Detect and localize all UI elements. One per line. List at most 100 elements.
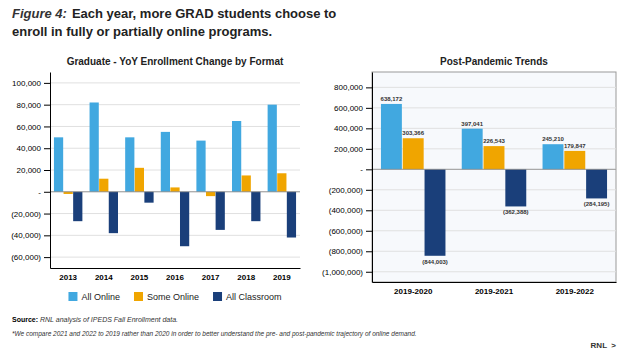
bar (287, 192, 296, 238)
x-tick-label: 2019-2021 (475, 287, 514, 296)
bar (73, 192, 82, 221)
bars (381, 104, 607, 256)
legend-label: All Online (81, 292, 120, 302)
y-tick-label: (600,000) (329, 227, 364, 236)
legend-label: All Classroom (226, 292, 282, 302)
grid-line (372, 271, 616, 272)
x-tick: 2019-2020 (394, 282, 433, 296)
grid-line (50, 170, 300, 171)
legend-label: Some Online (147, 292, 199, 302)
figure-title-prefix: Figure 4: (12, 6, 67, 21)
y-tick-label: 80,000 (17, 101, 42, 110)
bar (109, 192, 118, 233)
bar (543, 144, 564, 169)
y-tick-label: 60,000 (17, 123, 42, 132)
source: Source: RNL analysis of IPEDS Fall Enrol… (12, 316, 178, 324)
y-tick: (1,000,000) (322, 268, 372, 277)
x-tick-label: 2015 (130, 273, 148, 282)
bar (170, 187, 179, 191)
grid-line (50, 257, 300, 258)
chart-title: Graduate - YoY Enrollment Change by Form… (67, 56, 284, 67)
x-tick: 2019 (273, 268, 291, 282)
y-tick: (200,000) (329, 186, 372, 195)
legend-swatch (134, 292, 143, 301)
y-tick-label: 20,000 (17, 166, 42, 175)
y-tick-mark (366, 108, 372, 109)
data-label: 397,041 (461, 121, 483, 127)
y-tick: 100,000 (12, 79, 50, 88)
x-tick-label: 2017 (202, 273, 220, 282)
grid-line (372, 230, 616, 231)
bar (90, 102, 99, 191)
x-tick-label: 2014 (95, 273, 113, 282)
x-axis: 2019-2020 2019-2021 2019-2022 (373, 282, 617, 296)
y-tick-label: (200,000) (329, 186, 364, 195)
y-tick-label: - (38, 188, 41, 197)
y-tick-label: (800,000) (329, 247, 364, 256)
zero-line (50, 191, 300, 192)
figure-title: enroll in fully or partially online prog… (12, 24, 272, 39)
bar (242, 175, 251, 191)
y-tick: 800,000 (334, 83, 372, 92)
data-label: 179,847 (564, 143, 586, 149)
series (403, 138, 586, 169)
x-tick-label: 2019 (273, 273, 291, 282)
y-tick-label: 40,000 (17, 144, 42, 153)
x-tick-label: 2019-2020 (394, 287, 433, 296)
grid-line (50, 235, 300, 236)
source-text: RNL analysis of IPEDS Fall Enrollment da… (38, 316, 178, 324)
y-tick: (800,000) (329, 247, 372, 256)
bar (125, 137, 134, 191)
source-label: Source: (12, 316, 38, 323)
series (381, 104, 564, 169)
x-tick: 2019-2022 (556, 282, 595, 296)
bar (277, 173, 286, 192)
chart-title: Post-Pandemic Trends (440, 56, 548, 67)
y-tick: (600,000) (329, 227, 372, 236)
zero-line (372, 169, 616, 170)
legend-swatch (213, 292, 222, 301)
data-label: 226,543 (483, 138, 505, 144)
grid-line (372, 251, 616, 252)
x-tick: 2019-2021 (475, 282, 514, 296)
y-tick-label: 400,000 (334, 124, 363, 133)
legend-item: Some Online (134, 292, 199, 302)
x-tick: 2018 (237, 268, 255, 282)
data-label: (844,003) (422, 259, 448, 265)
y-tick: - (360, 165, 372, 174)
legend-item: All Online (68, 292, 120, 302)
y-tick-mark (44, 148, 50, 149)
bar (586, 169, 607, 198)
y-tick-mark (44, 83, 50, 84)
y-tick: 80,000 (17, 101, 50, 110)
y-tick-mark (44, 170, 50, 171)
grid-line (50, 213, 300, 214)
y-tick-mark (44, 257, 50, 258)
bar (251, 192, 260, 221)
y-tick-mark (44, 235, 50, 236)
y-tick-mark (44, 214, 50, 215)
y-tick-mark (366, 272, 372, 273)
bar (268, 105, 277, 192)
y-tick-mark (366, 149, 372, 150)
data-label: 245,210 (542, 136, 564, 142)
grid-line (372, 169, 616, 170)
chart-0: (60,000)(40,000)(20,000)-20,00040,00060,… (11, 56, 300, 282)
grid (50, 83, 300, 257)
y-tick: 40,000 (17, 144, 50, 153)
series (54, 102, 277, 191)
y-tick-mark (44, 126, 50, 127)
bar (462, 129, 483, 170)
legend-item: All Classroom (213, 292, 282, 302)
source-note: *We compare 2021 and 2022 to 2019 rather… (12, 330, 417, 338)
data-label: (284,195) (584, 201, 610, 207)
y-tick-label: 600,000 (334, 104, 363, 113)
figure-title: Each year, more GRAD students choose to (72, 6, 336, 21)
bar (425, 169, 446, 255)
bar (206, 192, 215, 196)
data-label: 638,172 (381, 96, 403, 102)
bar (216, 192, 225, 230)
bar (232, 121, 241, 192)
x-axis-line (51, 268, 301, 269)
y-axis: (1,000,000)(800,000)(600,000)(400,000)(2… (322, 73, 372, 283)
